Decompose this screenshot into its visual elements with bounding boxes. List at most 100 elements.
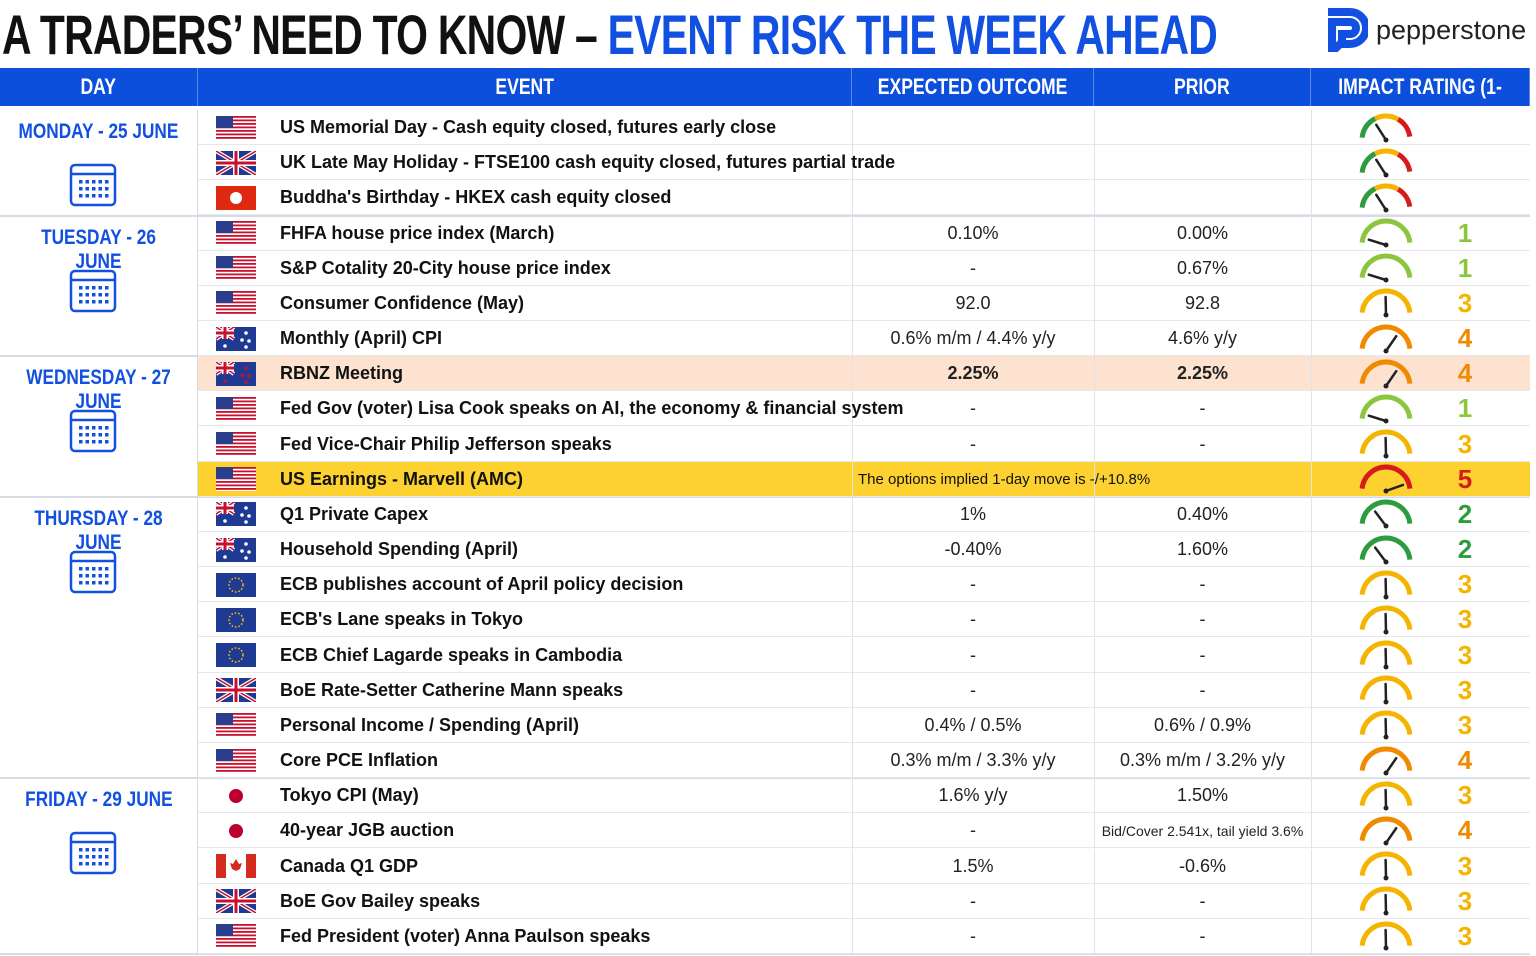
day-divider [0,953,1530,955]
event-text: BoE Gov Bailey speaks [280,890,481,911]
brand-name: pepperstone [1376,14,1527,45]
flag-part [240,372,244,377]
calendar-part [79,573,83,578]
event-cell: BoE Gov Bailey speaks [198,884,852,919]
flag-part [240,548,244,553]
col-divider [852,461,853,497]
rating-value: 2 [1457,498,1473,529]
gauge-arc [1359,151,1377,173]
gauge-arc [1359,429,1413,455]
rating-value: 5 [1457,463,1473,494]
day-col-divider [197,110,198,954]
calendar-part [98,187,102,191]
calendar-icon [69,831,117,875]
col-divider [1311,496,1312,532]
gauge-hub [1383,312,1389,318]
event-cell: US Memorial Day - Cash equity closed, fu… [198,110,852,145]
flag-part [216,396,233,409]
calendar-part [79,855,83,859]
header-text: DAY [80,74,117,99]
prior-cell: 1.60% [1176,539,1229,560]
expected-cell: 1.5% [952,855,994,876]
table-row [198,461,1530,497]
gauge [1359,570,1413,600]
prior-cell: 2.25% [1176,363,1229,384]
gauge [1359,816,1413,846]
flag-part [216,277,256,280]
flag-part [246,854,256,879]
col-divider [852,496,853,532]
flag-part [216,945,256,948]
flag-part [244,506,248,511]
col-divider [1311,532,1312,568]
rating-value: 3 [1457,674,1473,705]
flag-part [216,400,256,403]
table-row [198,110,1530,146]
table-row [198,919,1530,954]
event-cell: Household Spending (April) [198,532,852,567]
flag [216,748,256,773]
gauge-arc [1373,148,1400,157]
gauge [1359,288,1413,318]
flag-part [216,133,256,135]
title-main: EVENT RISK THE WEEK AHEAD [607,3,1218,66]
event-text: ECB Chief Lagarde speaks in Cambodia [280,644,623,665]
gauge-arc [1373,183,1400,192]
flag-part [216,723,256,726]
gauge [1359,183,1413,213]
expected-cell: - [970,644,976,665]
gauge-arc [1359,359,1413,384]
day-text: THURSDAY - 28 JUNE [34,506,163,554]
flag-part [244,330,248,335]
calendar-part [69,831,117,875]
calendar-part [105,299,109,303]
flag-part [216,259,256,262]
table-row [198,743,1530,779]
title: A TRADERS’ NEED TO KNOW – EVENT RISK THE… [2,2,1218,67]
table-row [198,251,1530,286]
prior-cell: 0.6% / 0.9% [1153,714,1252,735]
flag-part [216,256,233,269]
gauge-needle [1367,273,1388,282]
prior-cell: -0.6% [1178,855,1227,876]
calendar-part [98,426,102,430]
event-cell: Fed President (voter) Anna Paulson speak… [198,919,852,954]
col-divider [1311,602,1312,638]
flag-part [240,337,244,342]
calendar-part [105,187,109,191]
col-divider [1094,743,1095,779]
event-cell: Consumer Confidence (May) [198,286,852,321]
day-text: MONDAY - 25 JUNE [18,120,179,143]
flag-part [216,119,256,121]
gauge-hub [1383,137,1389,143]
expected-cell: 0.10% [947,222,999,243]
brand: pepperstone [1322,8,1526,52]
gauge-needle [1384,369,1398,387]
event-cell: Q1 Private Capex [198,497,852,532]
calendar-part [98,433,102,437]
prior-cell: - [1199,679,1206,700]
event-cell: RBNZ Meeting [198,356,852,391]
event-cell: Core PCE Inflation [198,743,852,778]
gauge-needle [1375,158,1388,176]
calendar-part [92,573,96,578]
rating-value: 4 [1457,815,1473,846]
table-row [198,567,1530,603]
flag-part [216,449,256,452]
calendar-part [98,862,102,866]
calendar-part [105,285,109,289]
gauge-arc [1359,324,1413,349]
gauge [1359,429,1413,459]
gauge [1359,394,1413,424]
prior-cell: - [1199,398,1206,419]
expected-cell: -0.40% [944,539,1002,560]
calendar-part [79,862,83,866]
gauge [1359,113,1413,143]
flag [216,256,256,281]
gauge [1359,640,1413,670]
col-divider [1311,778,1312,814]
flag [216,361,256,386]
col-divider [1094,250,1095,286]
calendar-part [85,187,89,191]
flag-part [216,716,256,719]
